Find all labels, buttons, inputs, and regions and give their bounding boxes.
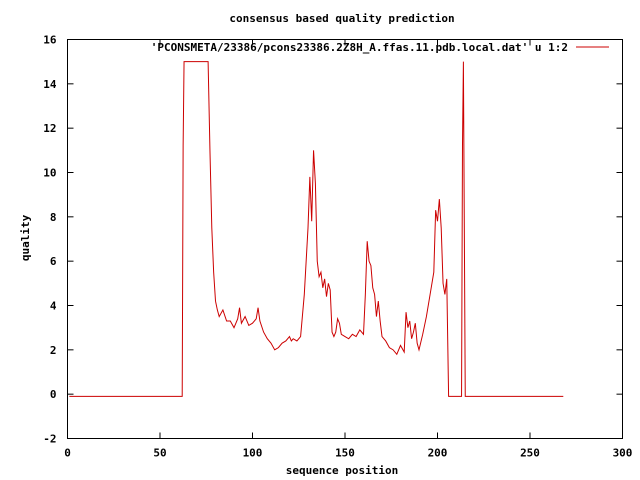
axes: 0 50 100 150 200 250 300 -2 0 2 4 6 8 10 12 14 16 bbox=[43, 34, 632, 460]
x-tick-label: 100 bbox=[243, 447, 263, 460]
y-tick-label: 4 bbox=[50, 300, 57, 313]
x-tick-label: 200 bbox=[428, 447, 448, 460]
series-line bbox=[69, 61, 564, 397]
legend-label: 'PCONSMETA/23386/pcons23386.2Z8H_A.ffas.… bbox=[151, 41, 568, 54]
series-lines bbox=[69, 61, 564, 397]
x-tick-label: 150 bbox=[335, 447, 355, 460]
y-tick-label: 16 bbox=[43, 34, 57, 47]
x-tick-label: 300 bbox=[613, 447, 633, 460]
y-tick-label: 12 bbox=[43, 122, 56, 135]
chart-title: consensus based quality prediction bbox=[229, 12, 454, 25]
y-tick-label: 10 bbox=[43, 167, 56, 180]
x-tick-label: 0 bbox=[64, 447, 71, 460]
y-axis-label: quality bbox=[19, 214, 32, 261]
x-tick-label: 50 bbox=[153, 447, 166, 460]
y-tick-label: 2 bbox=[50, 344, 57, 357]
x-axis-label: sequence position bbox=[286, 464, 399, 477]
y-tick-label: 0 bbox=[50, 388, 57, 401]
x-tick-label: 250 bbox=[520, 447, 540, 460]
y-tick-label: 14 bbox=[43, 78, 57, 91]
legend: 'PCONSMETA/23386/pcons23386.2Z8H_A.ffas.… bbox=[151, 41, 609, 54]
y-tick-label: 6 bbox=[50, 255, 57, 268]
y-tick-label: 8 bbox=[50, 211, 57, 224]
y-tick-label: -2 bbox=[43, 433, 56, 446]
plot-frame bbox=[67, 39, 623, 439]
